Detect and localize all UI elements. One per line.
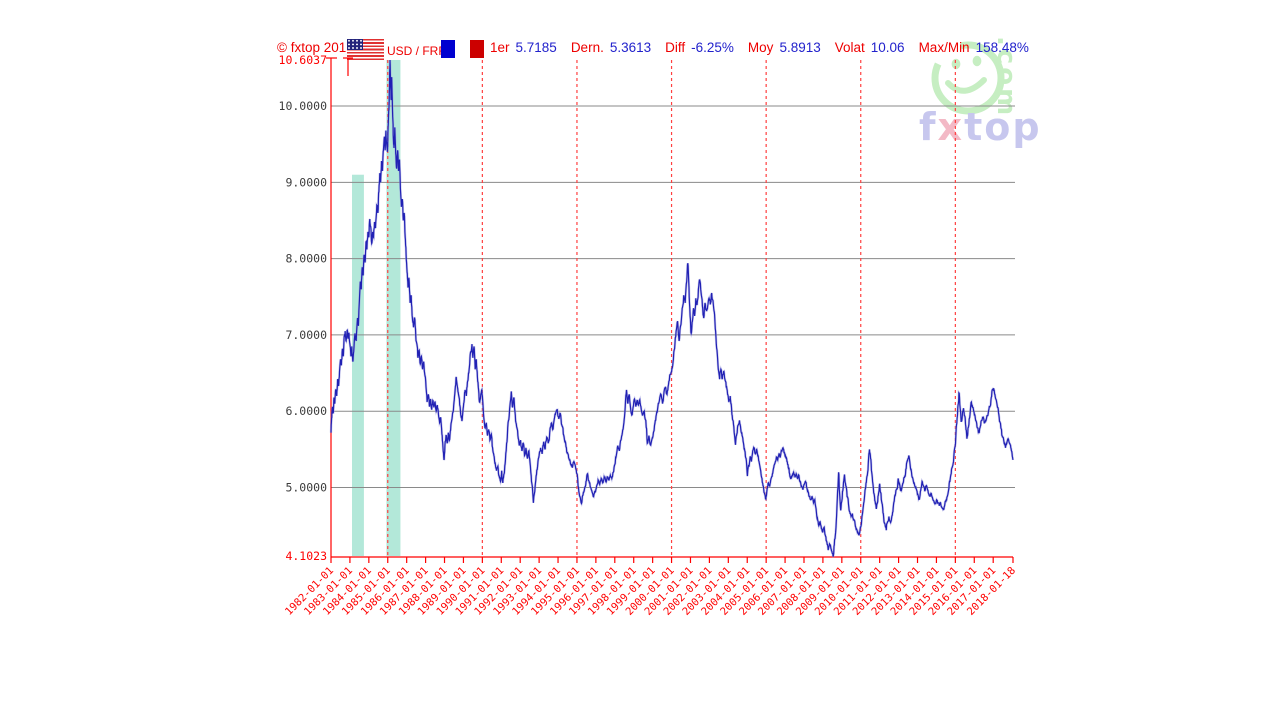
- y-axis-label: 8.0000: [285, 252, 327, 266]
- stats-row: 1er 5.7185 Dern. 5.3613 Diff -6.25% Moy 5.8913 V…: [490, 40, 1043, 55]
- stat-value: 158.48%: [975, 40, 1029, 55]
- brand-x: x: [937, 105, 965, 149]
- legend-first-swatch: [441, 40, 455, 58]
- highlight-band: [352, 174, 364, 556]
- dotcom-watermark-text: .com: [991, 36, 1021, 119]
- stat-1er: 1er 5.7185: [490, 40, 557, 55]
- legend-last-swatch: [470, 40, 484, 58]
- stat-value: -6.25%: [691, 40, 734, 55]
- stat-value: 5.3613: [609, 40, 652, 55]
- y-axis-label: 10.0000: [279, 99, 328, 113]
- stat-label: Dern.: [570, 40, 604, 55]
- stat-value: 10.06: [870, 40, 905, 55]
- currency-pair-label: USD / FRF: [387, 44, 446, 58]
- y-axis-label: 7.0000: [285, 328, 327, 342]
- y-axis-label: 6.0000: [285, 404, 327, 418]
- stat-label: Max/Min: [918, 40, 970, 55]
- brand-f: f: [919, 105, 938, 149]
- copyright-text: © fxtop 2017: [277, 40, 354, 55]
- y-axis-min-label: 4.1023: [285, 549, 327, 563]
- stat-diff: Diff -6.25%: [665, 40, 734, 55]
- us-flag-icon: [347, 39, 384, 60]
- stat-label: Diff: [665, 40, 686, 55]
- smiley-logo-icon: [931, 41, 1005, 115]
- stat-label: Volat: [834, 40, 865, 55]
- y-axis-max-label: 10.6037: [279, 53, 328, 67]
- brand-top: top: [964, 105, 1042, 149]
- stat-label: 1er: [490, 40, 510, 55]
- stat-value: 5.8913: [779, 40, 821, 55]
- stat-moy: Moy 5.8913: [748, 40, 821, 55]
- stat-dern: Dern. 5.3613: [571, 40, 651, 55]
- stat-value: 5.7185: [515, 40, 557, 55]
- price-line: [330, 59, 1014, 557]
- highlight-band: [386, 60, 401, 556]
- stat-volat: Volat 10.06: [835, 40, 905, 55]
- stat-maxmin: Max/Min 158.48%: [919, 40, 1029, 55]
- us-flag-canton: [347, 39, 363, 50]
- y-axis-label: 9.0000: [285, 175, 327, 189]
- stat-label: Moy: [747, 40, 774, 55]
- fxtop-watermark-text: fxtop: [919, 105, 1042, 149]
- y-axis-label: 5.0000: [285, 481, 327, 495]
